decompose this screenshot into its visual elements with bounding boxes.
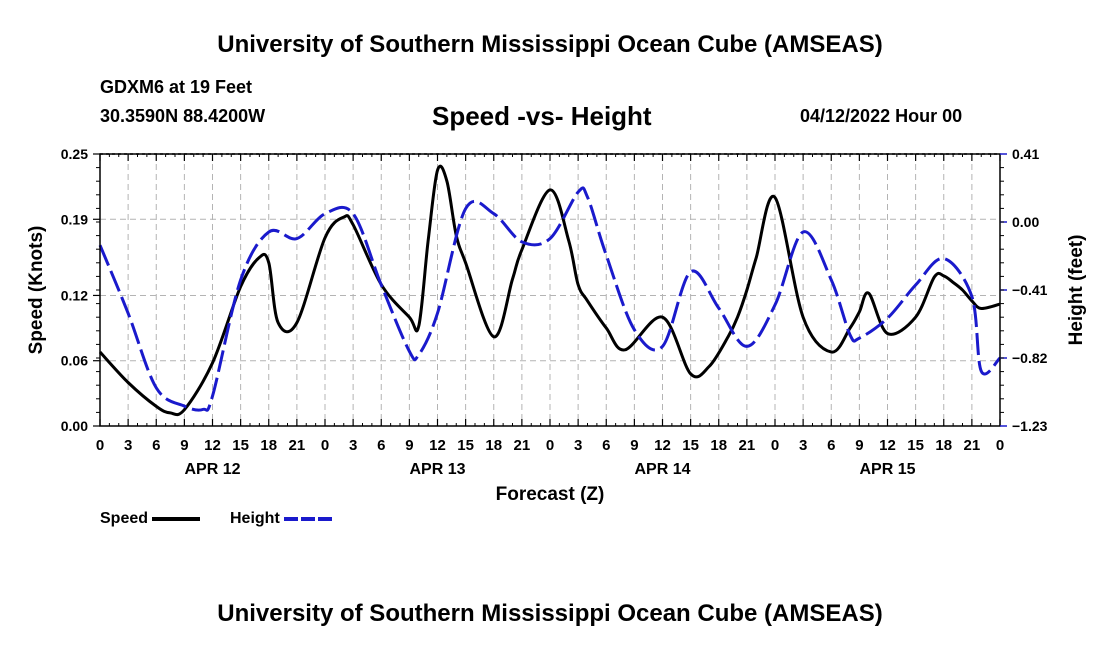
x-tick-label: 0 <box>546 437 554 454</box>
y2-tick-label: −0.41 <box>1012 282 1048 298</box>
axis-labels: Forecast (Z) Speed (Knots) Height (feet)… <box>26 146 1087 505</box>
y-tick-label: 0.00 <box>61 418 88 434</box>
legend-speed-label: Speed <box>100 510 149 527</box>
x-tick-label: 9 <box>855 437 863 454</box>
y2-tick-label: −1.23 <box>1012 418 1048 434</box>
x-date-label: APR 13 <box>409 461 465 478</box>
x-tick-label: 12 <box>879 437 896 454</box>
x-tick-label: 12 <box>204 437 221 454</box>
x-tick-label: 21 <box>289 437 306 454</box>
x-tick-label: 21 <box>739 437 756 454</box>
x-tick-label: 6 <box>827 437 835 454</box>
grid <box>100 154 1000 426</box>
y2-tick-label: 0.00 <box>1012 214 1039 230</box>
legend-speed: Speed <box>100 510 202 528</box>
y-tick-label: 0.25 <box>61 146 88 162</box>
x-tick-label: 21 <box>964 437 981 454</box>
x-tick-label: 21 <box>514 437 531 454</box>
series-line-height <box>98 186 1002 412</box>
series-line-speed <box>98 164 1001 417</box>
x-tick-label: 6 <box>377 437 385 454</box>
x-tick-label: 12 <box>429 437 446 454</box>
x-tick-label: 6 <box>152 437 160 454</box>
coordinates-label: 30.3590N 88.4200W <box>100 106 266 126</box>
x-tick-label: 3 <box>349 437 357 454</box>
chart-title: Speed -vs- Height <box>432 101 652 131</box>
x-tick-label: 18 <box>935 437 952 454</box>
axes <box>93 153 1007 427</box>
speed-height-chart: Forecast (Z) Speed (Knots) Height (feet)… <box>26 146 1087 505</box>
x-tick-label: 15 <box>457 437 474 454</box>
x-tick-label: 15 <box>907 437 924 454</box>
x-tick-label: 9 <box>405 437 413 454</box>
page-title: University of Southern Mississippi Ocean… <box>217 31 883 58</box>
x-tick-label: 18 <box>485 437 502 454</box>
x-date-label: APR 15 <box>859 461 915 478</box>
station-label: GDXM6 at 19 Feet <box>100 77 253 97</box>
x-tick-label: 0 <box>771 437 779 454</box>
x-axis-label: Forecast (Z) <box>496 484 605 505</box>
x-tick-label: 15 <box>682 437 699 454</box>
x-tick-label: 9 <box>630 437 638 454</box>
x-tick-label: 0 <box>96 437 104 454</box>
x-tick-label: 3 <box>124 437 132 454</box>
x-tick-label: 0 <box>996 437 1004 454</box>
y2-axis-label: Height (feet) <box>1066 235 1087 346</box>
x-tick-label: 0 <box>321 437 329 454</box>
x-date-label: APR 14 <box>634 461 690 478</box>
forecast-datetime: 04/12/2022 Hour 00 <box>800 106 963 126</box>
x-date-label: APR 12 <box>184 461 240 478</box>
x-tick-label: 3 <box>799 437 807 454</box>
x-tick-label: 9 <box>180 437 188 454</box>
legend-speed-swatch <box>152 516 201 521</box>
legend-height: Height <box>230 510 334 528</box>
series-layer <box>98 164 1002 417</box>
y-tick-label: 0.19 <box>61 211 88 227</box>
x-tick-label: 3 <box>574 437 582 454</box>
y-tick-label: 0.12 <box>61 287 88 303</box>
legend-height-swatch <box>283 516 332 521</box>
y-axis-label: Speed (Knots) <box>26 226 47 355</box>
x-tick-label: 12 <box>654 437 671 454</box>
y-tick-label: 0.06 <box>61 353 88 369</box>
y2-tick-label: 0.41 <box>1012 146 1039 162</box>
x-tick-label: 15 <box>232 437 249 454</box>
x-tick-label: 6 <box>602 437 610 454</box>
footer-title: University of Southern Mississippi Ocean… <box>217 600 883 627</box>
x-tick-label: 18 <box>260 437 277 454</box>
x-tick-label: 18 <box>710 437 727 454</box>
legend-height-label: Height <box>230 510 280 527</box>
y2-tick-label: −0.82 <box>1012 350 1048 366</box>
